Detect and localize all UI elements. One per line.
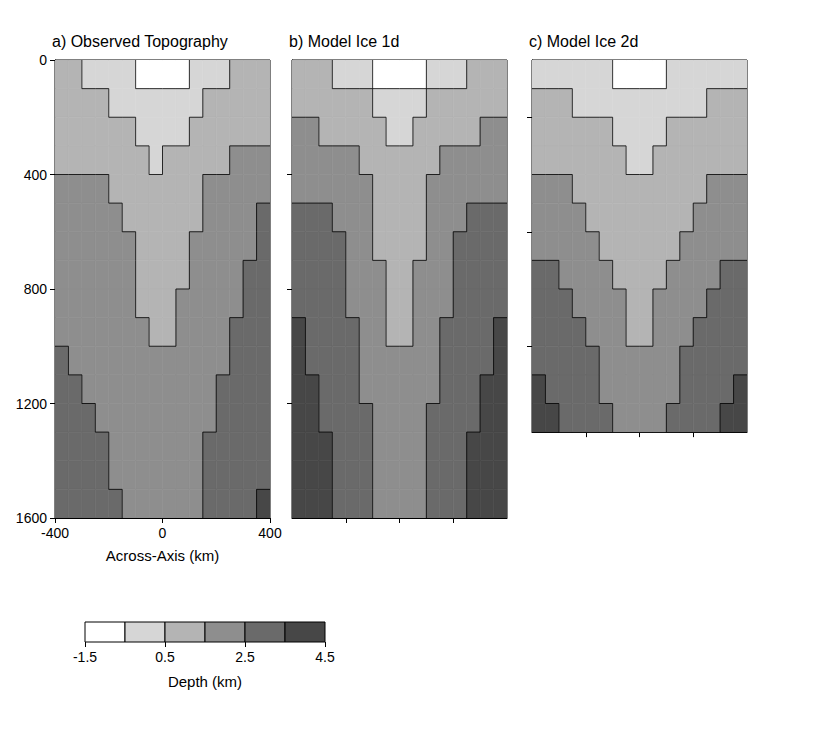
svg-text:a) Observed Topography: a) Observed Topography bbox=[52, 33, 228, 50]
svg-text:0: 0 bbox=[39, 52, 47, 68]
svg-text:b) Model Ice 1d: b) Model Ice 1d bbox=[289, 33, 399, 50]
svg-text:2.5: 2.5 bbox=[235, 649, 255, 665]
svg-text:400: 400 bbox=[24, 167, 48, 183]
svg-text:0: 0 bbox=[159, 525, 167, 541]
svg-text:1200: 1200 bbox=[16, 396, 47, 412]
svg-text:-1.5: -1.5 bbox=[73, 649, 97, 665]
svg-text:0.5: 0.5 bbox=[155, 649, 175, 665]
svg-text:1600: 1600 bbox=[16, 510, 47, 526]
svg-text:4.5: 4.5 bbox=[315, 649, 335, 665]
svg-text:c) Model Ice 2d: c) Model Ice 2d bbox=[529, 33, 638, 50]
svg-text:800: 800 bbox=[24, 281, 48, 297]
svg-text:400: 400 bbox=[258, 525, 282, 541]
svg-text:Across-Axis (km): Across-Axis (km) bbox=[106, 547, 219, 564]
svg-text:-400: -400 bbox=[41, 525, 69, 541]
svg-text:Depth (km): Depth (km) bbox=[168, 673, 242, 690]
